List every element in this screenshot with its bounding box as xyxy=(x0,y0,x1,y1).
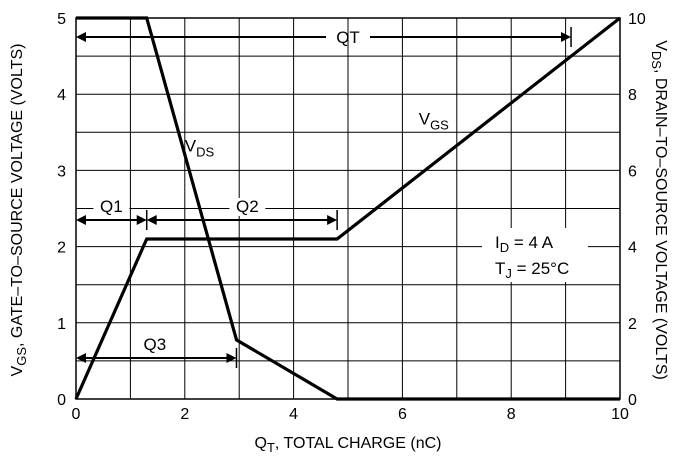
y-right-tick-label: 0 xyxy=(628,392,637,409)
x-tick-label: 8 xyxy=(507,406,516,423)
y-right-axis-ticks: 0 2 4 6 8 10 xyxy=(628,11,646,409)
y-left-tick-label: 2 xyxy=(57,240,66,257)
x-axis-label: QT, TOTAL CHARGE (nC) xyxy=(255,435,442,455)
series-line-vgs xyxy=(74,16,621,400)
y-left-tick-label: 5 xyxy=(57,11,66,28)
q3-arrowhead-right xyxy=(226,353,237,363)
q3-label-bg xyxy=(136,336,173,354)
q3-label: Q3 xyxy=(144,335,167,354)
q3-arrowhead-left xyxy=(76,353,86,363)
qt-arrowhead-right xyxy=(561,32,572,42)
q1-arrowhead-right xyxy=(136,215,147,225)
y-right-tick-label: 8 xyxy=(628,87,637,104)
y-right-tick-label: 2 xyxy=(628,316,637,333)
condition-junction-temp: TJ = 25°C xyxy=(495,259,569,281)
y-left-tick-label: 3 xyxy=(57,163,66,180)
series-labels: VGS VDS xyxy=(185,110,449,160)
q1-arrowhead-left xyxy=(76,215,86,225)
y-left-tick-label: 0 xyxy=(57,392,66,409)
x-axis-ticks: 0 2 4 6 8 10 xyxy=(72,406,629,423)
y-right-tick-label: 4 xyxy=(628,240,637,257)
y-right-tick-label: 6 xyxy=(628,163,637,180)
condition-drain-current: ID = 4 A xyxy=(495,233,554,255)
y-right-tick-label: 10 xyxy=(628,11,646,28)
x-tick-label: 0 xyxy=(72,406,81,423)
series-line-vds xyxy=(76,16,620,401)
q2-arrowhead-right xyxy=(327,215,338,225)
q1-label-bg xyxy=(93,198,130,216)
x-tick-label: 4 xyxy=(289,406,298,423)
y-left-tick-label: 4 xyxy=(57,87,66,104)
q2-label: Q2 xyxy=(236,197,259,216)
x-tick-label: 10 xyxy=(611,406,629,423)
conditions-background xyxy=(482,228,588,282)
x-tick-label: 6 xyxy=(398,406,407,423)
qt-label: QT xyxy=(336,28,360,47)
q1-label: Q1 xyxy=(100,197,123,216)
conditions: ID = 4 A TJ = 25°C xyxy=(482,228,588,282)
series-label-vgs: VGS xyxy=(419,110,449,133)
q2-label-bg xyxy=(229,198,266,216)
annotation-arrows: QT Q1 Q2 Q3 xyxy=(76,27,572,368)
y-right-axis-label: VDS, DRAIN–TO–SOURCE VOLTAGE (VOLTS) xyxy=(649,40,669,380)
series-lines xyxy=(74,16,621,401)
series-label-vds: VDS xyxy=(185,136,215,159)
x-tick-label: 2 xyxy=(180,406,189,423)
q2-arrowhead-left xyxy=(146,215,157,225)
y-left-axis-label: VGS, GATE–TO–SOURCE VOLTAGE (VOLTS) xyxy=(9,44,29,377)
y-left-axis-ticks: 0 1 2 3 4 5 xyxy=(57,11,66,409)
qt-arrowhead-left xyxy=(76,32,86,42)
y-left-tick-label: 1 xyxy=(57,316,66,333)
